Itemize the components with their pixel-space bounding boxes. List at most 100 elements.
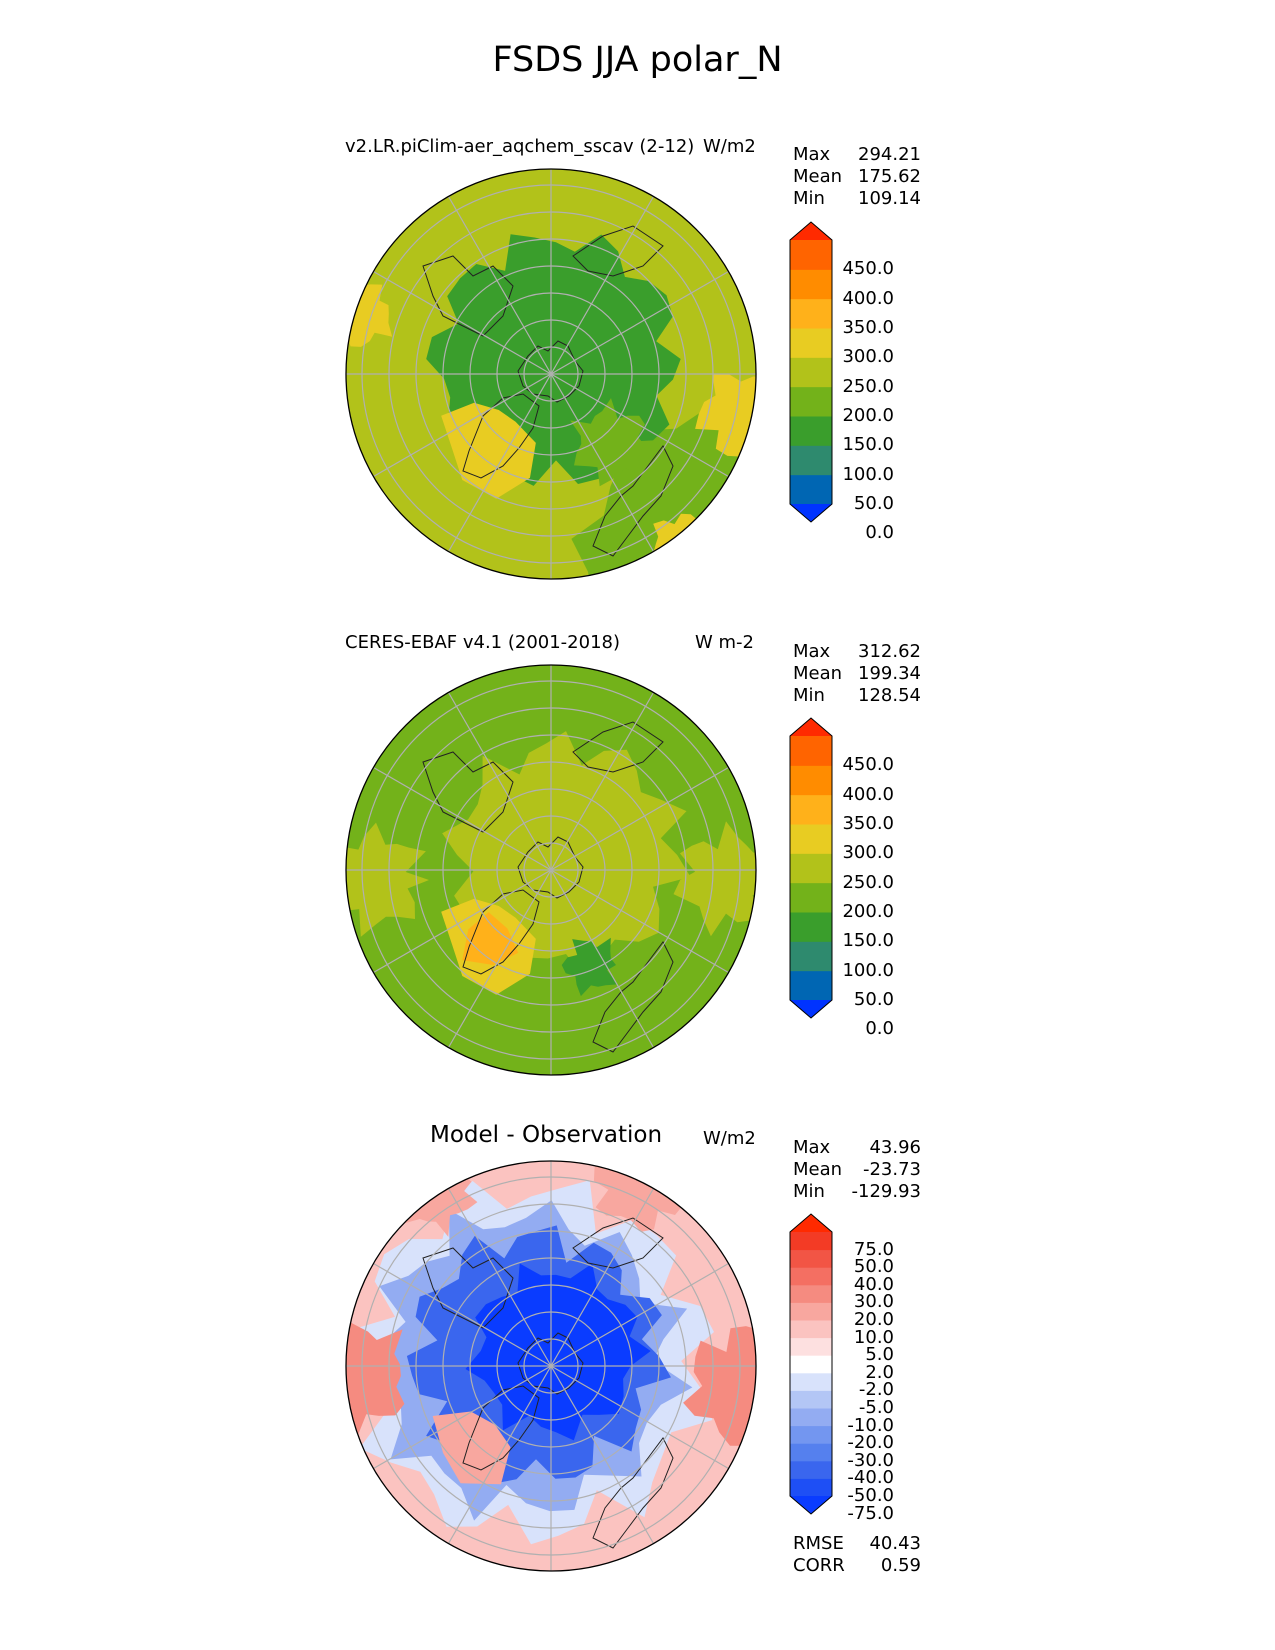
colorbar-tick-label: -40.0 xyxy=(847,1467,894,1489)
coastline xyxy=(592,941,674,1053)
panel-3-title: Model - Observation xyxy=(430,1122,663,1148)
metric-rmse-value: 40.43 xyxy=(869,1533,921,1554)
map-boundary xyxy=(345,1160,757,1572)
colorbar-swatch xyxy=(790,1302,832,1321)
colorbar-extend-min xyxy=(790,1000,832,1018)
colorbar-swatch xyxy=(790,269,832,300)
colorbar-swatch xyxy=(790,1408,832,1427)
meridian-line xyxy=(447,196,552,375)
colorbar-tick-label: 75.0 xyxy=(853,1238,894,1260)
colorbar-swatch xyxy=(790,912,832,942)
field-region xyxy=(346,282,393,347)
meridian-line xyxy=(373,1262,552,1367)
coastline xyxy=(592,1437,674,1549)
colorbar-tick-label: 400.0 xyxy=(842,287,894,309)
panel-3-colorbar xyxy=(789,1213,833,1515)
colorbar-tick-label: -50.0 xyxy=(847,1485,894,1506)
panel-3-map xyxy=(345,1160,757,1572)
figure-title: FSDS JJA polar_N xyxy=(492,40,783,80)
colorbar-tick-label: 350.0 xyxy=(842,317,894,338)
colorbar-swatch xyxy=(790,474,832,505)
colorbar-swatch xyxy=(790,328,832,358)
colorbar-tick-label: 40.0 xyxy=(853,1273,894,1295)
colorbar-swatch xyxy=(790,1443,832,1462)
colorbar-swatch xyxy=(790,1284,832,1303)
meridian-line xyxy=(550,869,655,1048)
field-region xyxy=(652,513,715,575)
meridian-line xyxy=(373,766,552,871)
metric-corr-value: 0.59 xyxy=(880,1555,921,1576)
field-region xyxy=(570,398,645,487)
stat-label: Mean xyxy=(793,166,843,187)
meridian-line xyxy=(447,1188,552,1367)
colorbar-swatch xyxy=(790,941,832,972)
stat-max-value: 43.96 xyxy=(869,1137,921,1158)
colorbar-swatch xyxy=(790,794,832,825)
colorbar-tick-label: 450.0 xyxy=(842,258,894,280)
panel-3-units: W/m2 xyxy=(703,1128,756,1149)
panel-1-colorbar xyxy=(789,221,833,523)
field-region xyxy=(673,821,756,937)
coastline xyxy=(592,445,674,557)
field-region xyxy=(561,937,618,997)
colorbar-swatch xyxy=(790,1460,832,1479)
meridian-line xyxy=(550,373,729,478)
colorbar-tick-label: -10.0 xyxy=(847,1414,894,1436)
colorbar-outline xyxy=(789,221,833,523)
field-region xyxy=(593,1161,688,1232)
colorbar-swatch xyxy=(790,1337,832,1356)
colorbar-tick-label: 5.0 xyxy=(865,1344,894,1366)
stat-mean-value: 199.34 xyxy=(858,663,921,684)
colorbar-tick-label: 50.0 xyxy=(853,493,894,514)
colorbar-swatch xyxy=(790,357,832,388)
stat-label: Mean xyxy=(793,663,843,684)
colorbar-swatch xyxy=(790,970,832,1001)
coastline xyxy=(572,1217,664,1269)
colorbar-swatch xyxy=(790,824,832,854)
colorbar-tick-label: -20.0 xyxy=(847,1432,894,1454)
panel-1-stats: Max 294.21 Mean 175.62 Min 109.14 xyxy=(793,144,921,210)
panel-2-title: CERES-EBAF v4.1 (2001-2018) xyxy=(345,632,621,653)
coastline xyxy=(517,340,584,403)
colorbar-swatch xyxy=(790,765,832,796)
colorbar-tick-label: 30.0 xyxy=(853,1291,894,1313)
stat-label: Min xyxy=(793,1181,825,1202)
panel-2-units: W m-2 xyxy=(695,632,755,653)
colorbar-tick-label: 400.0 xyxy=(842,783,894,805)
stat-label: Mean xyxy=(793,1159,843,1180)
colorbar-tick-label: 300.0 xyxy=(842,842,894,864)
colorbar-extend-max xyxy=(790,718,832,736)
colorbar-tick-label: 20.0 xyxy=(853,1309,894,1330)
colorbar-swatch xyxy=(790,1355,832,1374)
colorbar-tick-label: 50.0 xyxy=(853,989,894,1010)
colorbar-swatch xyxy=(790,445,832,476)
colorbar-swatch xyxy=(790,1232,832,1251)
meridian-line xyxy=(550,1365,655,1544)
stat-min-value: -129.93 xyxy=(851,1181,921,1202)
colorbar-tick-label: 100.0 xyxy=(842,959,894,981)
graticule xyxy=(346,169,756,579)
colorbar-tick-label: 150.0 xyxy=(842,930,894,952)
coastline xyxy=(572,225,664,277)
stat-min-value: 109.14 xyxy=(858,188,921,209)
field-region xyxy=(683,1326,756,1446)
colorbar-swatch xyxy=(790,1249,832,1268)
colorbar-outline xyxy=(789,1213,833,1515)
colorbar-outline xyxy=(789,717,833,1019)
metric-label: RMSE xyxy=(793,1533,844,1554)
panel-1-title: v2.LR.piClim-aer_aqchem_sscav (2-12) xyxy=(345,136,695,157)
meridian-line xyxy=(373,373,552,478)
meridian-line xyxy=(550,766,729,871)
colorbar-swatch xyxy=(790,1478,832,1497)
colorbar-tick-label: 100.0 xyxy=(842,463,894,485)
colorbar-tick-label: 250.0 xyxy=(842,871,894,893)
panel-1-units: W/m2 xyxy=(703,136,756,157)
panel-2-colorbar xyxy=(789,717,833,1019)
colorbar-swatch xyxy=(790,736,832,766)
greenland-region xyxy=(432,1411,511,1485)
coastline xyxy=(572,721,664,773)
coastline xyxy=(517,1332,584,1395)
colorbar-tick-label: 0.0 xyxy=(865,1018,894,1040)
meridian-line xyxy=(550,1262,729,1367)
stat-label: Max xyxy=(793,144,831,165)
